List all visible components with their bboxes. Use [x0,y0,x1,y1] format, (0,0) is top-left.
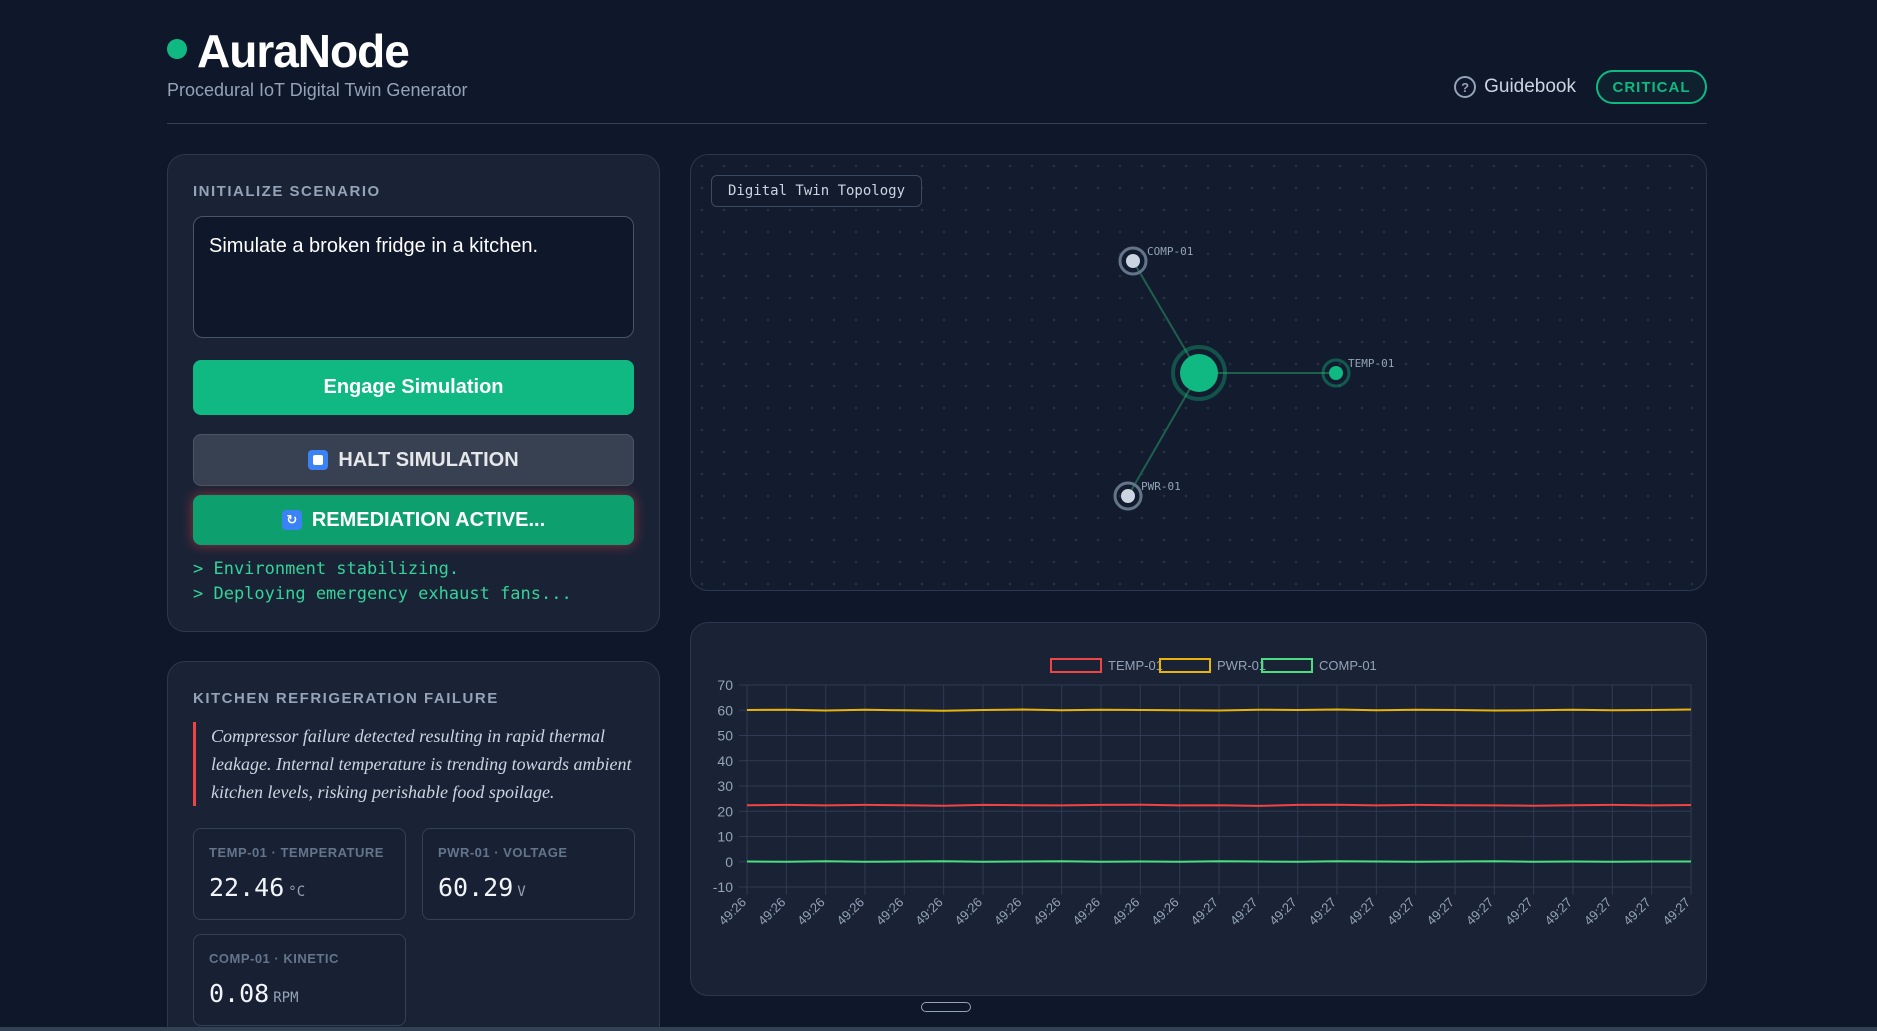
guidebook-link[interactable]: ? Guidebook [1454,76,1576,98]
x-tick-label: 49:27 [1542,895,1576,929]
help-circle-icon: ? [1454,76,1477,98]
topology-node-temp[interactable]: TEMP-01 [1321,357,1394,388]
metric-value: 0.08 RPM [209,979,299,1008]
scenario-panel: KITCHEN REFRIGERATION FAILURE Compressor… [167,661,660,1031]
x-tick-label: 49:26 [1030,895,1064,929]
metric-card-kinetic: COMP-01 · KINETIC 0.08 RPM [193,934,406,1026]
log-line: > Environment stabilizing. [193,559,460,579]
x-tick-label: 49:27 [1581,895,1615,929]
x-tick-label: 49:26 [873,895,907,929]
node-label: PWR-01 [1141,480,1181,493]
topology-node-pwr[interactable]: PWR-01 [1113,480,1181,511]
app-subtitle: Procedural IoT Digital Twin Generator [167,80,468,100]
x-tick-label: 49:27 [1384,895,1418,929]
scenario-description: Compressor failure detected resulting in… [193,722,633,806]
halt-label: HALT SIMULATION [338,448,519,471]
topology-panel: COMP-01 TEMP-01 PWR-01 Digital Twin Topo… [690,154,1707,591]
topology-node-comp[interactable]: COMP-01 [1118,245,1193,276]
scenario-prompt-input[interactable]: Simulate a broken fridge in a kitchen. [193,216,634,338]
stop-icon [308,450,329,470]
series-line-pwr-01 [746,708,1692,712]
x-tick-label: 49:26 [912,895,946,929]
y-tick-label: 0 [725,854,733,870]
telemetry-chart-panel: -10 0 10 20 30 40 50 60 70 49:26 49:26 49:26 49:26 49… [690,622,1707,996]
metric-label: TEMP-01 · TEMPERATURE [209,845,384,860]
scroll-handle[interactable] [921,1002,971,1012]
event-log: > Environment stabilizing. > Deploying e… [193,557,572,607]
scenario-title: KITCHEN REFRIGERATION FAILURE [193,690,499,707]
remediation-label: REMEDIATION ACTIVE... [311,508,546,531]
topology-graph[interactable]: COMP-01 TEMP-01 PWR-01 [691,155,1708,592]
y-tick-label: 40 [717,753,733,769]
metric-label: PWR-01 · VOLTAGE [438,845,568,860]
x-tick-label: 49:27 [1306,895,1340,929]
y-tick-label: 30 [717,778,733,794]
series-line-comp-01 [746,860,1691,863]
x-tick-label: 49:26 [1070,895,1104,929]
y-tick-label: 70 [717,677,733,693]
legend-swatch [1159,658,1211,673]
guidebook-label: Guidebook [1484,76,1576,97]
x-tick-label: 49:26 [755,895,789,929]
x-tick-label: 49:26 [1148,895,1182,929]
node-label: TEMP-01 [1348,357,1394,370]
remediation-button[interactable]: ↻ REMEDIATION ACTIVE... [193,495,634,545]
refresh-icon: ↻ [281,510,302,530]
x-tick-label: 49:27 [1188,895,1222,929]
x-tick-label: 49:27 [1227,895,1261,929]
metric-card-voltage: PWR-01 · VOLTAGE 60.29 V [422,828,635,920]
x-tick-label: 49:26 [1109,895,1143,929]
y-tick-label: 10 [717,829,733,845]
topology-tag: Digital Twin Topology [711,175,923,207]
legend-label: COMP-01 [1319,658,1377,673]
x-tick-label: 49:26 [716,895,750,929]
metric-card-temperature: TEMP-01 · TEMPERATURE 22.46 °C [193,828,406,920]
engage-label: Engage Simulation [323,376,504,398]
x-tick-label: 49:26 [834,895,868,929]
status-dot-icon [167,39,187,59]
y-tick-label: 50 [717,728,733,744]
x-tick-label: 49:27 [1424,895,1458,929]
engage-simulation-button[interactable]: Engage Simulation [193,360,634,415]
x-tick-label: 49:27 [1660,895,1694,929]
y-tick-label: -10 [713,879,733,895]
metric-value: 60.29 V [438,873,526,902]
bottom-divider [0,1027,1877,1031]
y-tick-label: 60 [717,702,733,718]
x-tick-label: 49:26 [952,895,986,929]
legend-label: PWR-01 [1217,658,1266,673]
panel-title: INITIALIZE SCENARIO [193,183,381,200]
legend-swatch [1050,658,1102,673]
series-line-temp-01 [746,803,1692,807]
legend-label: TEMP-01 [1108,658,1163,673]
x-tick-label: 49:27 [1502,895,1536,929]
x-tick-label: 49:27 [1463,895,1497,929]
app-header: AuraNode Procedural IoT Digital Twin Gen… [167,24,1707,124]
log-line: > Deploying emergency exhaust fans... [193,584,572,604]
x-tick-label: 49:26 [794,895,828,929]
y-tick-label: 20 [717,803,733,819]
status-badge: CRITICAL [1596,70,1707,104]
x-tick-label: 49:27 [1345,895,1379,929]
metric-label: COMP-01 · KINETIC [209,951,339,966]
legend-swatch [1261,658,1313,673]
x-tick-label: 49:27 [1620,895,1654,929]
app-title: AuraNode [197,25,410,77]
topology-hub-node[interactable] [1171,345,1227,401]
x-tick-label: 49:27 [1266,895,1300,929]
metric-value: 22.46 °C [209,873,306,902]
initialize-scenario-panel: INITIALIZE SCENARIO Simulate a broken fr… [167,154,660,632]
halt-simulation-button[interactable]: HALT SIMULATION [193,434,634,486]
node-label: COMP-01 [1147,245,1193,258]
x-tick-label: 49:26 [991,895,1025,929]
